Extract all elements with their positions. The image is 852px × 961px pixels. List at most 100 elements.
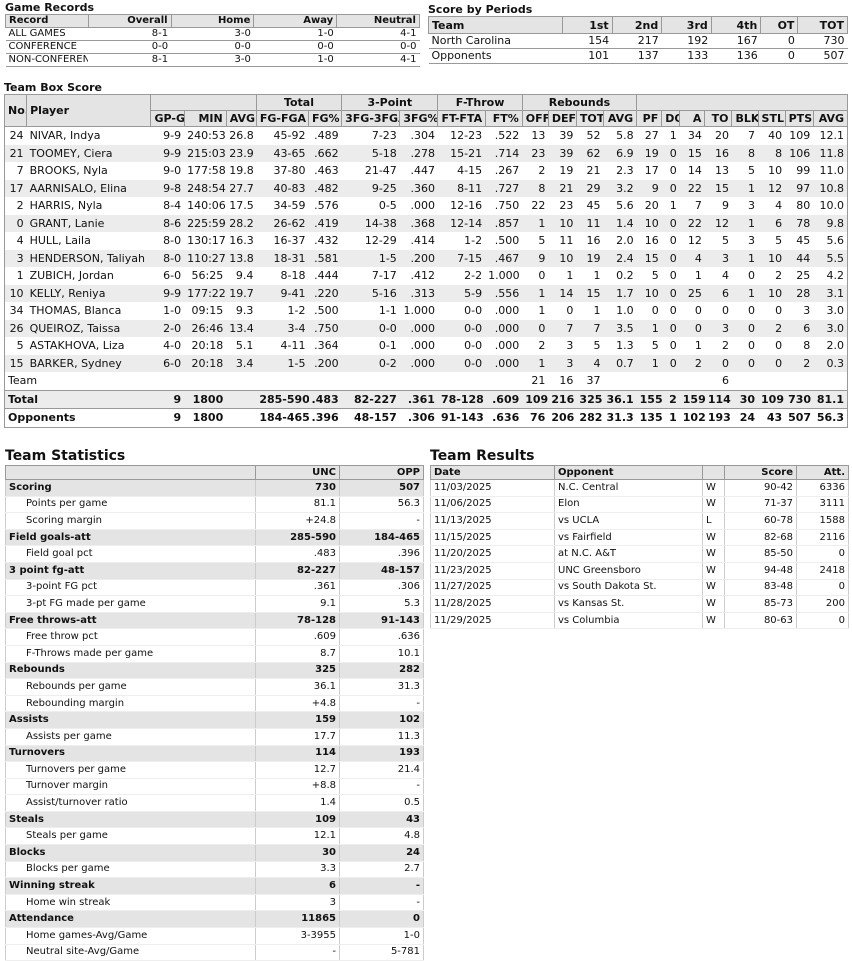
cell: .414 — [410, 234, 435, 248]
cell: 0-0 — [341, 319, 400, 337]
cell: 11/23/2025 — [430, 562, 555, 580]
cell: .000 — [410, 199, 435, 213]
cell: 7-15 — [437, 249, 486, 267]
group-row: Turnovers 114 193 — [5, 744, 424, 763]
cell: 215:03 — [184, 144, 227, 162]
cell: 177:22 — [184, 284, 227, 302]
cell: 8-4 — [163, 199, 182, 213]
item-row: Scoring margin +24.8- — [5, 512, 424, 530]
cell: 11/29/2025 — [430, 612, 555, 630]
game-records-table: Record Overall Home Away Neutral ALL GAMES 8-1… — [5, 14, 420, 67]
stat-label: Assist/turnover ratio — [5, 794, 256, 812]
cell: 1 — [731, 284, 759, 302]
cell: .489 — [314, 129, 339, 143]
team-results: Team Results Date Opponent Score Att. 11/03/… — [430, 447, 849, 630]
column-header: PTS — [784, 110, 814, 127]
cell: 19 — [559, 164, 574, 178]
cell: 1 — [731, 249, 759, 267]
cell: 15 — [704, 179, 732, 197]
cell: 78 — [785, 214, 814, 232]
cell: 10.0 — [819, 199, 845, 213]
cell: .750 — [308, 319, 342, 337]
cell: 0 — [731, 319, 759, 337]
cell: 3.0 — [826, 304, 845, 318]
cell: 24 — [731, 408, 759, 427]
cell: ZUBICH, Jordan — [29, 269, 114, 283]
stat-label: Field goals-att — [5, 528, 256, 547]
cell: 0 — [775, 339, 783, 353]
cell: 1 — [538, 304, 546, 318]
cell: 9-25 — [341, 179, 400, 197]
team-statistics: Team Statistics UNC OPP Scoring 730 507 Point… — [5, 447, 424, 961]
cell: 15 — [679, 144, 705, 162]
cell: HENDERSON, Taliyah — [26, 249, 151, 267]
column-header: Team — [427, 16, 564, 34]
player-row: 2 HARRIS, Nyla 8-4 140:06 17.5 34-59 .576 0-5 .0… — [5, 197, 848, 215]
cell: 8-1 — [88, 53, 172, 67]
cell: 7 — [576, 319, 604, 337]
cell: 137 — [612, 48, 662, 64]
stat-value: 91-143 — [339, 611, 424, 630]
cell: 0-1 — [378, 339, 397, 353]
cell: .714 — [485, 144, 523, 162]
cell: 4 — [721, 269, 729, 283]
cell — [438, 372, 485, 390]
cell: 4 — [576, 354, 604, 372]
cell: 40 — [768, 129, 783, 143]
cell: 507 — [797, 48, 848, 64]
cell: 2.0 — [826, 339, 845, 353]
cell: 40-83 — [256, 179, 309, 197]
cell: 0 — [661, 319, 680, 337]
cell: .000 — [399, 319, 438, 337]
cell: 133 — [661, 48, 712, 64]
cell: 0 — [775, 304, 783, 318]
cell: .306 — [399, 408, 438, 427]
stat-label: Home games-Avg/Game — [5, 927, 256, 945]
column-header: DQ — [661, 110, 681, 127]
cell: 21 — [548, 179, 577, 197]
cell: 21 — [4, 144, 27, 162]
cell: 9-9 — [163, 129, 182, 143]
cell: 136 — [711, 48, 761, 64]
column-header: AVG — [225, 110, 257, 127]
cell: .361 — [399, 389, 438, 409]
cell: 206 — [548, 408, 577, 427]
cell: 106 — [785, 144, 814, 162]
group-row: Field goals-att 285-590 184-465 — [5, 528, 424, 547]
cell: 0-0 — [464, 339, 483, 353]
cell: 0 — [669, 339, 677, 353]
stat-label: Home win streak — [5, 894, 256, 912]
cell: 135 — [636, 408, 662, 427]
cell: THOMAS, Blanca — [29, 304, 122, 318]
item-row: Neutral site-Avg/Game -5-781 — [5, 944, 424, 961]
cell: .483 — [308, 389, 342, 409]
cell: 217 — [612, 33, 662, 49]
cell: 6-0 — [150, 354, 185, 372]
cell: 1 — [16, 269, 24, 283]
cell: 5-18 — [341, 144, 400, 162]
cell: 9.4 — [235, 269, 254, 283]
cell — [342, 372, 400, 390]
cell: 4-1 — [336, 53, 420, 67]
column-header: Score — [724, 465, 797, 480]
cell: .750 — [494, 199, 520, 213]
cell: .662 — [308, 144, 342, 162]
cell: 240:53 — [187, 129, 226, 143]
score-row: North Carolina 154 217 192 167 0 730 — [428, 33, 848, 49]
cell: 9 — [721, 199, 729, 213]
player-row: 3 HENDERSON, Taliyah 8-0 110:27 13.8 18-31.58… — [4, 249, 848, 267]
column-blank — [5, 465, 256, 480]
stat-value: 184-465 — [339, 528, 424, 547]
cell: Team — [8, 374, 38, 388]
cell: 11/15/2025 — [430, 529, 555, 547]
stat-label: Steals per game — [5, 827, 256, 846]
cell: .522 — [494, 129, 520, 143]
cell: 0 — [566, 304, 574, 318]
cell: 37 — [586, 374, 601, 388]
cell: Elon — [554, 496, 703, 514]
column-header: MIN — [183, 110, 227, 127]
group-header: F-Throw — [437, 94, 523, 111]
cell: 20:18 — [191, 339, 224, 353]
cell: 12-23 — [450, 129, 483, 143]
cell: 1.000 — [403, 304, 435, 318]
